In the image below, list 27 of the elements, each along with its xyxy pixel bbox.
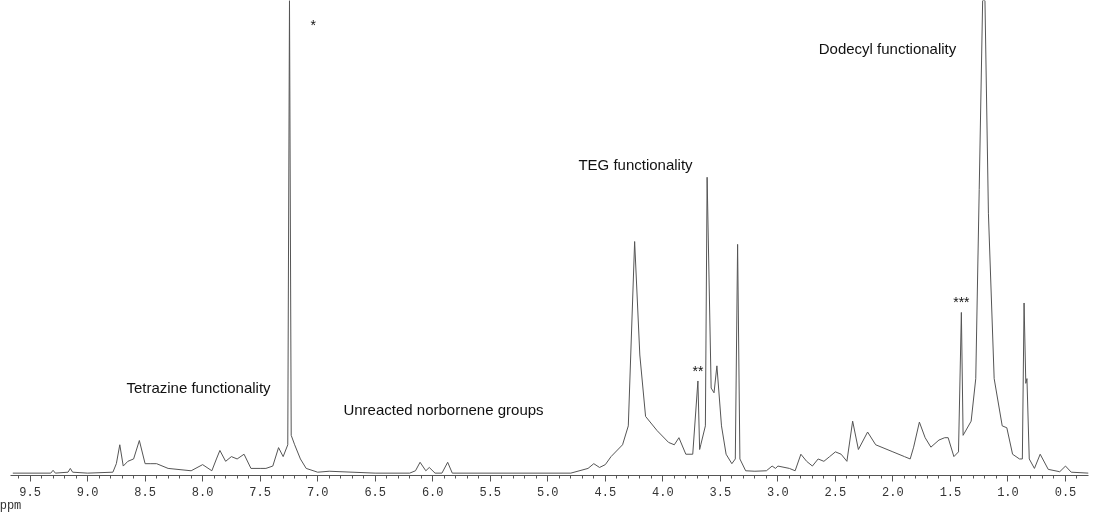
annotation: Dodecyl functionality (818, 39, 957, 57)
x-tick-label: 2.0 (882, 485, 904, 500)
x-tick-label: 1.0 (997, 485, 1019, 500)
x-tick-label: 3.5 (709, 485, 732, 500)
x-tick-label: 6.0 (421, 485, 444, 500)
annotation: ** (692, 362, 704, 379)
annotation: Tetrazine functionality (126, 378, 272, 396)
x-tick-label: 6.5 (364, 485, 387, 500)
x-tick-label: 9.5 (19, 485, 41, 500)
x-tick-label: 5.5 (479, 485, 502, 500)
x-tick-label: 9.0 (76, 485, 99, 500)
x-tick-label: 0.5 (1054, 485, 1077, 500)
x-tick-label: 2.5 (824, 485, 847, 500)
x-tick-label: 7.0 (306, 485, 329, 500)
annotation: * (310, 16, 317, 33)
x-tick-label: 3.0 (767, 485, 789, 500)
annotation: *** (953, 294, 971, 311)
x-tick-label: 7.5 (249, 485, 271, 500)
x-axis-title: ppm (0, 498, 22, 513)
x-tick-label: 8.0 (191, 485, 214, 500)
x-tick-label: 4.5 (594, 485, 617, 500)
annotation: Unreacted norbornene groups (343, 400, 544, 418)
x-tick-label: 1.5 (939, 485, 962, 500)
annotation: TEG functionality (578, 155, 694, 173)
x-tick-label: 8.5 (134, 485, 156, 500)
x-tick-label: 4.0 (652, 485, 674, 500)
x-tick-label: 5.0 (536, 485, 559, 500)
